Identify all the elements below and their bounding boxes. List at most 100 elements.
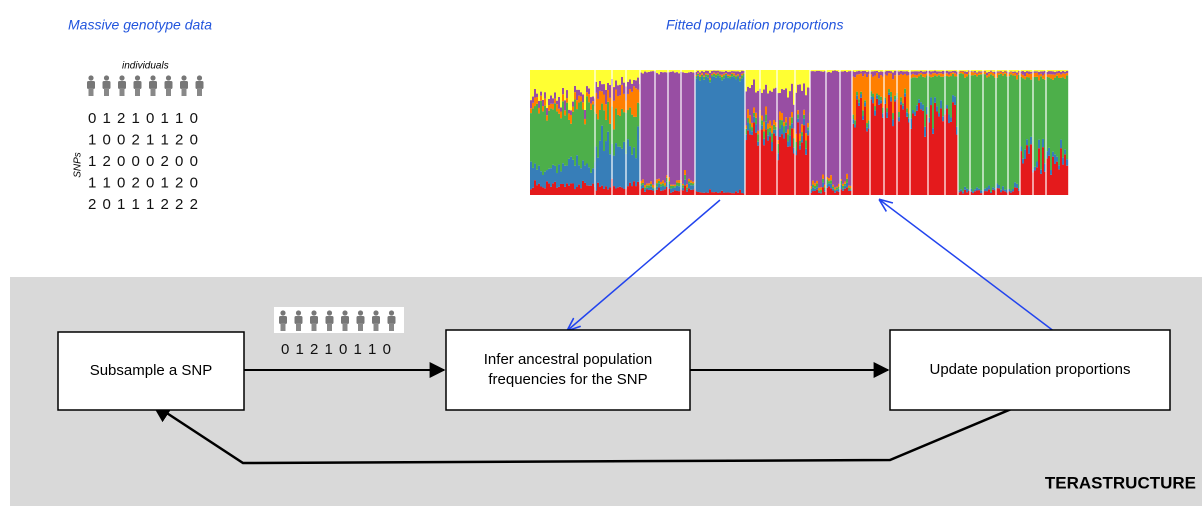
structure-segment: [1000, 70, 1003, 71]
structure-segment: [882, 70, 885, 72]
structure-segment: [807, 70, 810, 88]
structure-segment: [884, 99, 887, 104]
structure-segment: [803, 125, 806, 195]
structure-segment: [690, 185, 693, 190]
structure-segment: [1006, 71, 1009, 73]
structure-segment: [803, 118, 806, 126]
structure-segment: [834, 70, 837, 188]
structure-segment: [1060, 148, 1063, 195]
structure-segment: [1024, 79, 1027, 150]
structure-segment: [880, 71, 883, 76]
structure-segment: [1002, 75, 1005, 187]
structure-segment: [952, 70, 955, 71]
structure-segment: [688, 70, 691, 73]
structure-segment: [595, 190, 598, 195]
structure-segment: [538, 165, 541, 184]
structure-segment: [862, 70, 865, 71]
structure-segment: [751, 84, 754, 123]
structure-segment: [1018, 190, 1021, 195]
structure-segment: [980, 71, 983, 73]
structure-segment: [715, 73, 718, 76]
structure-segment: [974, 189, 977, 192]
structure-segment: [1060, 70, 1063, 72]
structure-segment: [908, 70, 911, 73]
structure-segment: [775, 126, 778, 130]
structure-segment: [717, 192, 720, 195]
structure-segment: [906, 112, 909, 117]
structure-segment: [640, 72, 643, 181]
structure-segment: [703, 192, 706, 195]
structure-segment: [621, 70, 624, 77]
structure-segment: [795, 150, 798, 156]
structure-segment: [703, 79, 706, 193]
structure-segment: [751, 122, 754, 128]
row-label: SNPs: [73, 152, 84, 178]
structure-segment: [848, 185, 851, 188]
structure-segment: [818, 190, 821, 192]
structure-segment: [721, 71, 724, 75]
structure-segment: [588, 102, 591, 168]
structure-segment: [910, 128, 913, 195]
structure-segment: [908, 118, 911, 123]
structure-segment: [874, 115, 877, 195]
structure-segment: [1038, 71, 1041, 75]
structure-segment: [1056, 71, 1059, 74]
structure-segment: [880, 103, 883, 195]
structure-segment: [820, 190, 823, 193]
structure-segment: [918, 76, 921, 100]
structure-segment: [637, 70, 640, 78]
structure-segment: [878, 104, 881, 195]
structure-segment: [974, 72, 977, 75]
structure-segment: [719, 77, 722, 193]
structure-segment: [558, 70, 561, 97]
structure-segment: [761, 70, 764, 93]
structure-segment: [994, 74, 997, 78]
structure-segment: [656, 70, 659, 74]
structure-segment: [842, 71, 845, 184]
structure-segment: [932, 70, 935, 72]
structure-segment: [904, 70, 907, 72]
structure-segment: [890, 91, 893, 97]
structure-segment: [902, 105, 905, 110]
structure-segment: [613, 186, 616, 195]
structure-segment: [597, 98, 600, 120]
structure-segment: [779, 136, 782, 195]
structure-segment: [1034, 76, 1037, 167]
structure-segment: [621, 76, 624, 85]
structure-segment: [642, 187, 645, 195]
structure-segment: [676, 70, 679, 73]
structure-segment: [868, 124, 871, 129]
structure-segment: [554, 70, 557, 93]
structure-segment: [607, 131, 610, 190]
structure-segment: [590, 97, 593, 104]
structure-segment: [918, 102, 921, 195]
structure-segment: [666, 72, 669, 176]
structure-segment: [1040, 76, 1043, 170]
structure-segment: [828, 71, 831, 179]
structure-segment: [986, 70, 989, 73]
structure-segment: [793, 138, 796, 148]
structure-segment: [942, 121, 945, 195]
structure-segment: [1028, 146, 1031, 154]
structure-segment: [682, 187, 685, 191]
structure-segment: [892, 79, 895, 114]
structure-segment: [749, 87, 752, 116]
structure-segment: [741, 70, 744, 74]
structure-segment: [984, 74, 987, 189]
structure-segment: [1062, 73, 1065, 78]
structure-segment: [1056, 156, 1059, 162]
structure-segment: [922, 110, 925, 195]
structure-segment: [747, 109, 750, 119]
structure-segment: [958, 72, 961, 74]
structure-segment: [572, 183, 575, 195]
structure-segment: [558, 96, 561, 109]
structure-segment: [1046, 74, 1049, 77]
structure-segment: [801, 142, 804, 195]
structure-segment: [960, 191, 963, 195]
structure-segment: [992, 75, 995, 188]
structure-segment: [595, 146, 598, 191]
structure-segment: [627, 139, 630, 187]
structure-segment: [564, 70, 567, 101]
structure-segment: [898, 70, 901, 72]
structure-segment: [803, 114, 806, 119]
